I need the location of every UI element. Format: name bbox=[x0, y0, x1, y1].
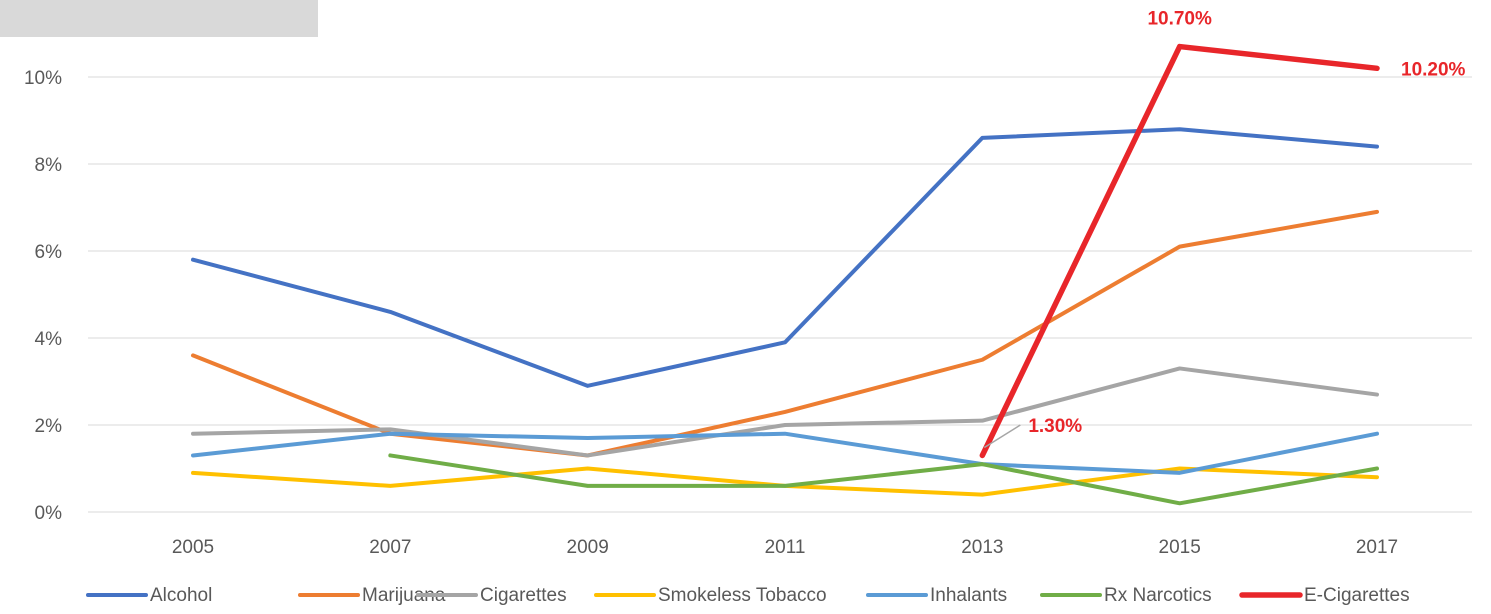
legend-label: Cigarettes bbox=[480, 585, 567, 606]
legend-label: Marijuana bbox=[362, 585, 446, 606]
data-label: 10.20% bbox=[1401, 59, 1466, 80]
x-tick-label: 2015 bbox=[1159, 537, 1201, 558]
x-tick-label: 2011 bbox=[765, 537, 806, 558]
x-tick-label: 2007 bbox=[369, 537, 411, 558]
legend-label: Smokeless Tobacco bbox=[658, 585, 827, 606]
legend-item-smokeless-tobacco: Smokeless Tobacco bbox=[594, 585, 827, 606]
x-tick-label: 2013 bbox=[961, 537, 1003, 558]
x-tick-label: 2017 bbox=[1356, 537, 1398, 558]
legend-label: Alcohol bbox=[150, 585, 212, 606]
y-tick-label: 8% bbox=[35, 155, 63, 176]
series-line-e-cigarettes bbox=[979, 43, 1380, 459]
legend-label: Inhalants bbox=[930, 585, 1007, 606]
data-label-leader bbox=[983, 424, 1021, 449]
series-line-smokeless-tobacco bbox=[191, 466, 1379, 497]
legend-label: E-Cigarettes bbox=[1304, 585, 1410, 606]
series-line-rx-narcotics bbox=[388, 453, 1379, 506]
data-label: 1.30% bbox=[1028, 416, 1082, 437]
series-line-cigarettes bbox=[191, 366, 1379, 458]
series-line-marijuana bbox=[191, 209, 1379, 458]
legend-item-cigarettes: Cigarettes bbox=[416, 585, 567, 606]
y-tick-label: 6% bbox=[35, 242, 63, 263]
series-line-inhalants bbox=[191, 431, 1379, 475]
legend-item-marijuana: Marijuana bbox=[298, 585, 446, 606]
x-tick-label: 2005 bbox=[172, 537, 214, 558]
x-tick-label: 2009 bbox=[567, 537, 609, 558]
y-tick-label: 2% bbox=[35, 416, 63, 437]
legend-item-inhalants: Inhalants bbox=[866, 585, 1007, 606]
y-tick-label: 0% bbox=[35, 503, 63, 524]
legend-item-alcohol: Alcohol bbox=[86, 585, 212, 606]
legend-label: Rx Narcotics bbox=[1104, 585, 1212, 606]
legend-item-e-cigarettes: E-Cigarettes bbox=[1239, 585, 1410, 606]
data-label: 10.70% bbox=[1147, 9, 1212, 30]
y-tick-label: 10% bbox=[24, 68, 62, 89]
series-line-alcohol bbox=[191, 127, 1379, 388]
y-tick-label: 4% bbox=[35, 329, 63, 350]
header-gray-box bbox=[0, 0, 318, 37]
legend-item-rx-narcotics: Rx Narcotics bbox=[1040, 585, 1212, 606]
